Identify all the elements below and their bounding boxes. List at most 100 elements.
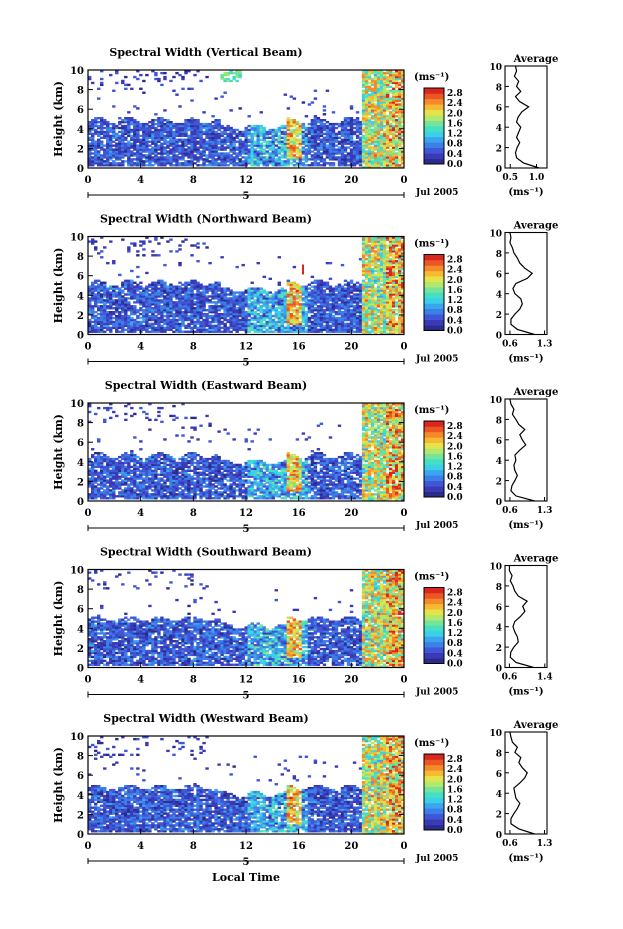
heatmap-cell: [97, 164, 101, 167]
heatmap-cell: [193, 297, 197, 300]
heatmap-cell: [163, 328, 167, 331]
heatmap-cell: [190, 318, 194, 322]
heatmap-cell: [286, 119, 291, 122]
heatmap-cell: [208, 134, 212, 138]
average-y-tick-label: 2: [496, 145, 502, 155]
heatmap-cell: [229, 146, 233, 149]
heatmap-cell: [319, 142, 324, 145]
heatmap-cell: [232, 297, 236, 300]
heatmap-cell: [106, 122, 110, 126]
heatmap-cell: [391, 71, 396, 75]
heatmap-cell: [292, 130, 297, 134]
average-y-tick-label: 10: [489, 63, 502, 73]
heatmap-cell: [310, 122, 315, 126]
heatmap-cell: [367, 134, 372, 138]
heatmap-cell: [361, 97, 366, 100]
heatmap-cell: [127, 83, 131, 87]
heatmap-cell: [142, 289, 146, 292]
heatmap-cell: [193, 120, 197, 124]
heatmap-cell: [100, 154, 104, 157]
heatmap-cell: [118, 152, 122, 155]
heatmap-cell: [256, 146, 260, 149]
heatmap-cell: [235, 134, 239, 138]
heatmap-cell: [277, 305, 282, 308]
heatmap-cell: [274, 291, 278, 294]
heatmap-cell: [160, 162, 164, 165]
heatmap-cell: [292, 305, 297, 308]
heatmap-cell: [367, 156, 372, 159]
heatmap-cell: [247, 320, 251, 324]
heatmap-cell: [394, 130, 399, 134]
heatmap-cell: [358, 128, 363, 132]
heatmap-cell: [127, 326, 131, 330]
heatmap-cell: [301, 150, 306, 153]
heatmap-cell: [187, 128, 191, 132]
heatmap-cell: [397, 93, 402, 96]
heatmap-cell: [304, 134, 309, 138]
heatmap-cell: [232, 150, 236, 153]
heatmap-cell: [286, 138, 291, 141]
heatmap-cell: [349, 132, 354, 136]
heatmap-cell: [298, 303, 303, 306]
heatmap-cell: [196, 260, 200, 263]
heatmap-cell: [130, 138, 134, 141]
heatmap-cell: [97, 130, 101, 134]
heatmap-cell: [256, 138, 260, 141]
heatmap-cell: [373, 113, 378, 116]
heatmap-cell: [316, 128, 321, 132]
heatmap-cell: [109, 320, 113, 324]
heatmap-cell: [166, 162, 170, 165]
heatmap-cell: [160, 134, 164, 138]
heatmap-cell: [154, 130, 158, 134]
heatmap-cell: [214, 295, 218, 298]
heatmap-cell: [124, 152, 128, 155]
colorbar-segment: [424, 147, 444, 154]
heatmap-cell: [142, 309, 146, 312]
heatmap-cell: [220, 307, 224, 310]
heatmap-cell: [349, 142, 354, 145]
heatmap-cell: [217, 120, 221, 124]
heatmap-cell: [292, 291, 297, 294]
heatmap-cell: [121, 150, 125, 153]
heatmap-cell: [94, 314, 98, 318]
heatmap-cell: [136, 136, 140, 139]
heatmap-cell: [217, 158, 221, 161]
heatmap-cell: [349, 119, 354, 122]
heatmap-cell: [181, 138, 185, 141]
heatmap-cell: [103, 130, 107, 134]
heatmap-cell: [88, 138, 92, 141]
heatmap-cell: [202, 287, 206, 290]
heatmap-cell: [235, 301, 239, 304]
heatmap-cell: [292, 281, 297, 284]
heatmap-cell: [361, 117, 366, 120]
heatmap-cell: [106, 287, 110, 290]
heatmap-cell: [244, 324, 248, 328]
heatmap-cell: [220, 256, 224, 259]
heatmap-cell: [193, 122, 197, 126]
heatmap-cell: [373, 156, 378, 159]
heatmap-cell: [376, 126, 381, 130]
heatmap-cell: [295, 142, 300, 145]
heatmap-cell: [295, 162, 300, 165]
heatmap-cell: [250, 134, 254, 138]
heatmap-cell: [103, 126, 107, 130]
heatmap-cell: [199, 150, 203, 153]
heatmap-cell: [223, 310, 227, 314]
heatmap-cell: [166, 289, 170, 292]
heatmap-cell: [328, 162, 333, 165]
heatmap-cell: [370, 158, 375, 161]
heatmap-cell: [160, 124, 164, 128]
heatmap-cell: [286, 322, 291, 326]
heatmap-cell: [367, 107, 372, 110]
heatmap-cell: [196, 328, 200, 331]
heatmap-cell: [250, 164, 254, 167]
heatmap-cell: [106, 320, 110, 324]
heatmap-cell: [250, 301, 254, 304]
heatmap-cell: [352, 122, 357, 126]
heatmap-cell: [154, 281, 158, 284]
heatmap-cell: [328, 128, 333, 132]
heatmap-cell: [280, 160, 285, 163]
heatmap-cell: [124, 299, 128, 302]
heatmap-cell: [172, 320, 176, 324]
heatmap-cell: [283, 293, 288, 296]
